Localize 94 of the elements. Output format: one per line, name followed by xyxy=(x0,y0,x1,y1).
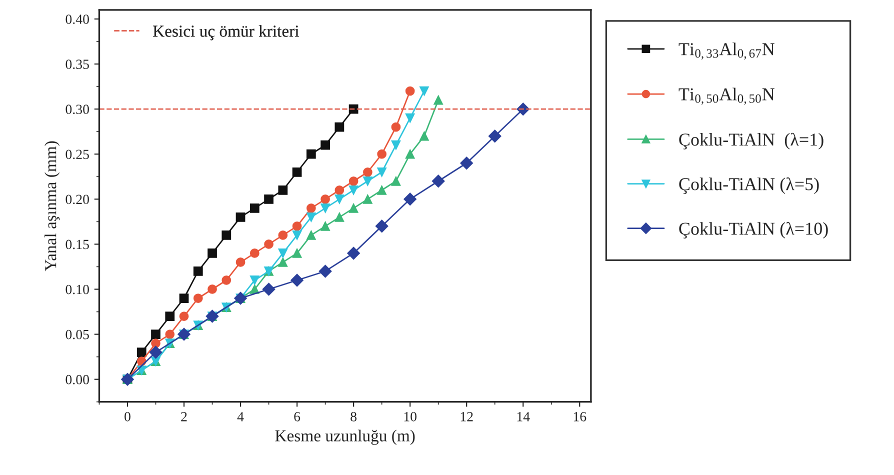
point xyxy=(222,230,232,240)
point xyxy=(347,246,360,260)
point xyxy=(292,221,302,231)
x-tick-label: 0 xyxy=(124,412,130,422)
point xyxy=(363,167,372,177)
y-tick-label: 0.00 xyxy=(66,374,89,384)
point xyxy=(236,258,246,267)
point xyxy=(264,194,274,204)
point xyxy=(306,230,316,240)
x-tick-label: 14 xyxy=(517,412,530,422)
point xyxy=(391,122,401,132)
point xyxy=(264,240,274,249)
y-tick-label: 0.30 xyxy=(66,104,89,114)
y-tick-label: 0.35 xyxy=(66,60,89,70)
y-tick-label: 0.20 xyxy=(66,194,89,204)
point xyxy=(151,330,160,339)
point xyxy=(165,330,175,339)
point xyxy=(348,203,358,213)
x-tick-label: 16 xyxy=(574,412,586,422)
point xyxy=(488,130,502,143)
point xyxy=(193,266,203,276)
x-tick-label: 8 xyxy=(350,412,357,422)
y-tick-label: 0.10 xyxy=(66,284,89,294)
point xyxy=(377,185,387,195)
point xyxy=(334,194,344,204)
legend-label: Çoklu-TiAlN (λ=10) xyxy=(679,222,828,238)
point xyxy=(250,248,260,258)
point xyxy=(405,113,415,123)
point xyxy=(377,167,387,177)
point xyxy=(290,274,304,287)
point xyxy=(151,338,160,348)
point xyxy=(432,174,445,188)
point xyxy=(306,203,316,213)
point xyxy=(348,185,358,195)
point xyxy=(460,156,474,170)
point xyxy=(292,230,302,240)
point xyxy=(320,203,330,213)
point xyxy=(420,131,429,141)
point xyxy=(292,167,302,177)
point xyxy=(306,149,316,159)
point xyxy=(363,194,372,204)
y-tick-label: 0.15 xyxy=(66,240,89,250)
point xyxy=(179,312,189,321)
point xyxy=(405,86,415,96)
y-tick-label: 0.05 xyxy=(66,330,89,340)
point xyxy=(318,264,332,278)
point xyxy=(136,348,146,357)
point xyxy=(405,149,415,159)
x-tick-label: 6 xyxy=(294,412,300,422)
point xyxy=(262,282,276,296)
point xyxy=(222,276,232,285)
point xyxy=(391,140,401,150)
x-axis-title: Kesme uzunluğu (m) xyxy=(275,430,415,445)
legend-label: Çoklu-TiAlN (λ=1) xyxy=(679,132,824,150)
x-tick-label: 4 xyxy=(237,412,244,422)
point xyxy=(278,185,288,195)
legend-label: Ti$_{0,33}$Al$_{0,67}$N xyxy=(678,42,774,60)
point xyxy=(278,230,288,240)
legend-label: Kesici uç ömür kriteri xyxy=(153,25,299,40)
point xyxy=(363,176,372,186)
point xyxy=(179,294,189,303)
y-tick-label: 0.25 xyxy=(66,150,89,160)
point xyxy=(391,176,401,186)
point xyxy=(377,149,387,159)
point xyxy=(250,203,260,213)
y-axis-title: Yanal aşınma (mm) xyxy=(44,141,60,272)
point xyxy=(348,176,358,186)
point xyxy=(306,212,316,222)
y-tick-label: 0.40 xyxy=(66,14,89,24)
point xyxy=(404,192,416,206)
point xyxy=(193,294,203,303)
point xyxy=(208,284,217,294)
x-tick-label: 12 xyxy=(460,412,473,422)
point xyxy=(278,248,288,258)
point xyxy=(434,95,444,105)
x-tick-label: 10 xyxy=(404,412,416,422)
point xyxy=(250,276,260,285)
point xyxy=(320,194,330,204)
point xyxy=(292,248,302,258)
point xyxy=(165,312,175,321)
point xyxy=(208,248,217,258)
legend-label: Çoklu-TiAlN (λ=5) xyxy=(679,177,819,194)
x-tick-label: 2 xyxy=(181,412,187,422)
point xyxy=(149,346,162,359)
point xyxy=(375,220,388,233)
point xyxy=(320,221,330,231)
point xyxy=(278,258,288,267)
point xyxy=(334,185,344,195)
point xyxy=(334,122,344,132)
point xyxy=(420,86,429,96)
legend-label: Ti$_{0,50}$Al$_{0,50}$N xyxy=(678,88,774,105)
point xyxy=(320,140,330,150)
point xyxy=(236,212,246,222)
point xyxy=(334,212,344,222)
